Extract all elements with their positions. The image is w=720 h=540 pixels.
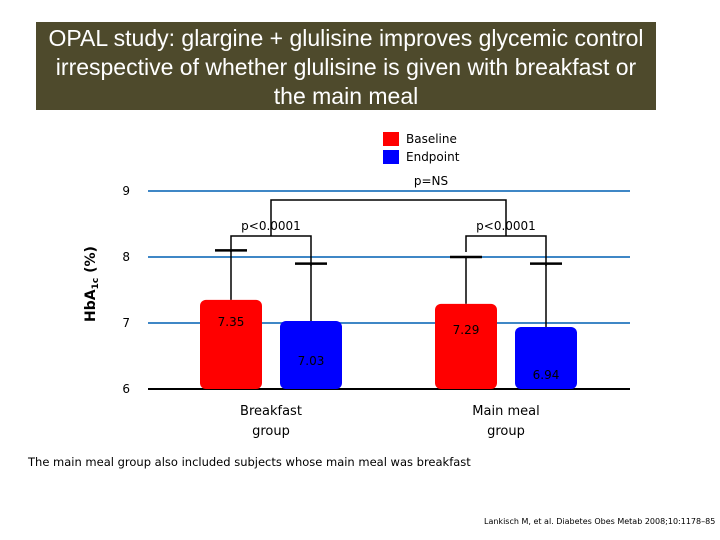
bar-endpoint: [515, 326, 577, 389]
bar-baseline: [200, 299, 262, 389]
y-tick-label: 8: [122, 250, 130, 264]
footnote: The main meal group also included subjec…: [28, 455, 471, 469]
between-group-bracket: [270, 199, 507, 236]
legend-label: Baseline: [406, 132, 457, 146]
y-tick-label: 6: [122, 382, 130, 396]
chart-title: OPAL study: glargine + glulisine improve…: [48, 25, 644, 109]
significance-bracket: [465, 235, 547, 266]
data-label: 7.29: [453, 323, 480, 337]
y-axis-label: HbA1c (%): [83, 246, 101, 322]
data-label: 6.94: [533, 368, 560, 382]
citation: Lankisch M, et al. Diabetes Obes Metab 2…: [484, 517, 716, 526]
x-tick-label: group: [487, 424, 525, 439]
legend-swatch-endpoint: [383, 150, 399, 164]
bar-endpoint: [280, 321, 342, 389]
x-tick-label: Main meal: [472, 404, 539, 419]
between-group-p-value: p=NS: [414, 174, 448, 188]
data-label: 7.35: [218, 315, 245, 329]
title-banner: OPAL study: glargine + glulisine improve…: [36, 22, 656, 110]
x-tick-label: group: [252, 424, 290, 439]
data-label: 7.03: [298, 354, 325, 368]
y-tick-label: 7: [122, 316, 130, 330]
legend-swatch-baseline: [383, 132, 399, 146]
legend-label: Endpoint: [406, 150, 460, 164]
y-tick-label: 9: [122, 184, 130, 198]
x-tick-label: Breakfast: [240, 404, 302, 419]
bar-baseline: [435, 303, 497, 389]
